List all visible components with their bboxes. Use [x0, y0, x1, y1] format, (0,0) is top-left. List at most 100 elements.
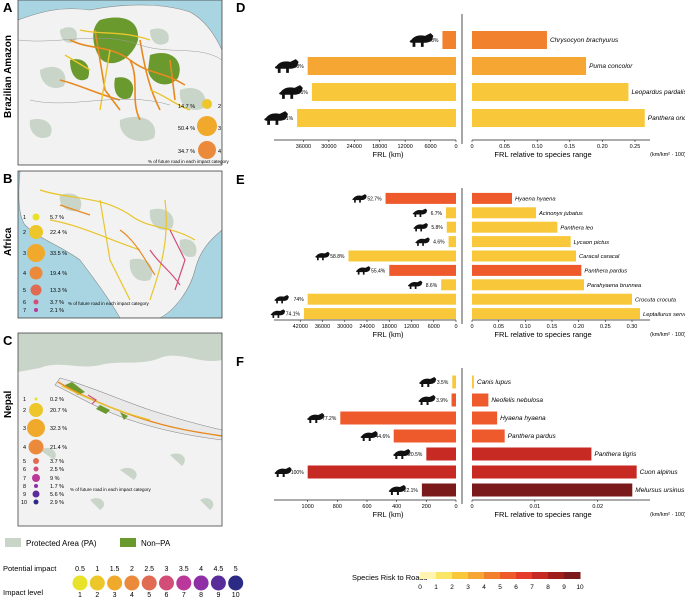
map-b-legend-lvl-7: 7	[23, 308, 26, 314]
map-c-legend-lvl-10: 10	[21, 500, 27, 506]
unit-d: (km/km² · 100)	[650, 152, 685, 158]
tick-label-left-d-5: 6000	[424, 144, 436, 150]
map-c-legend-pct-6: 2.5 %	[50, 467, 64, 473]
map-b-roads-yellow	[39, 189, 196, 301]
map-a-legend-pct-3: 34.7 %	[178, 149, 195, 155]
risk-swatch-0	[420, 572, 437, 579]
map-a-protected-areas	[29, 27, 206, 142]
map-a-roads-yellow	[64, 29, 191, 111]
tick-label-right-e-4: 0.20	[573, 324, 584, 330]
bar-rel-e-5	[472, 264, 582, 276]
map-c-legend-lvl-8: 8	[23, 484, 26, 490]
panel-a-region: Brazilian Amazon	[3, 35, 14, 118]
impact-level-10: 10	[232, 592, 240, 599]
map-c-legend-lvl-7: 7	[23, 476, 26, 482]
risk-scale-title: Species Risk to Roads	[352, 573, 428, 582]
tick-label-right-f-0: 0	[470, 504, 473, 510]
map-c-roads-orange	[57, 381, 222, 437]
impact-row2-label: Impact level	[3, 588, 43, 597]
map-b-bubble-5	[30, 284, 42, 296]
map-c-roads-yellow	[61, 385, 151, 421]
species-label-e-2: Panthera leo	[560, 225, 594, 231]
risk-swatch-9	[564, 572, 581, 579]
tick-label-left-f-4: 200	[422, 504, 431, 510]
tick-label-left-d-2: 24000	[347, 144, 362, 150]
pct-label-f-0: 3.5%	[437, 380, 449, 386]
tick-label-right-e-0: 0	[470, 324, 473, 330]
bar-frl-e-3	[448, 236, 456, 248]
map-a-bubble-1	[202, 99, 212, 109]
tick-label-left-e-0: 42000	[293, 324, 308, 330]
panel-e-letter: E	[236, 172, 245, 187]
species-label-e-1: Acinonyx jubatus	[538, 211, 583, 217]
impact-swatch-10	[228, 575, 244, 591]
species-label-f-4: Panthera tigris	[594, 451, 637, 458]
map-c-legend-pct-1: 0.2 %	[50, 397, 64, 403]
animal-icon-e-3	[415, 237, 430, 246]
species-label-e-8: Leptailurus serval	[643, 312, 685, 318]
risk-tick-3: 3	[466, 584, 470, 591]
map-a-caption: % of future road in each impact category	[148, 159, 230, 164]
map-c-legend-pct-9: 5.6 %	[50, 492, 64, 498]
map-b-legend-pct-3: 33.5 %	[50, 251, 67, 257]
map-b-bubble-6	[33, 299, 39, 305]
impact-level-3: 3	[113, 592, 117, 599]
impact-level-5: 5	[147, 592, 151, 599]
species-label-d-3: Panthera onca	[648, 115, 685, 122]
animal-icon-e-6	[407, 280, 423, 290]
animal-icon-d-3	[264, 111, 288, 125]
map-c-bubble-2	[29, 403, 43, 417]
panel-b-region: Africa	[3, 227, 14, 256]
impact-level-8: 8	[199, 592, 203, 599]
bar-rel-e-2	[472, 221, 558, 233]
bar-rel-d-3	[472, 109, 645, 127]
risk-swatch-4	[484, 572, 501, 579]
map-b-bubble-3	[27, 244, 45, 262]
panel-b-letter: B	[3, 171, 12, 186]
species-label-f-0: Canis lupus	[477, 379, 512, 386]
map-b-roads-orange	[59, 204, 156, 276]
bar-frl-d-0	[442, 31, 456, 49]
bar-rel-e-0	[472, 192, 512, 204]
pct-label-e-4: 58.8%	[330, 254, 345, 260]
impact-potential-4: 2	[130, 566, 134, 573]
impact-swatch-1	[72, 575, 88, 591]
animal-icon-d-1	[274, 59, 299, 73]
tick-label-right-f-1: 0.01	[529, 504, 540, 510]
tick-label-left-d-0: 36000	[296, 144, 311, 150]
unit-e: (km/km² · 100)	[650, 332, 685, 338]
bar-rel-d-0	[472, 31, 547, 49]
impact-level-4: 4	[130, 592, 134, 599]
tick-label-right-d-4: 0.20	[597, 144, 608, 150]
impact-swatch-4	[124, 575, 140, 591]
species-label-d-2: Leopardus pardalis	[631, 89, 685, 96]
impact-level-7: 7	[182, 592, 186, 599]
xlabel-right-e: FRL relative to species range	[494, 330, 591, 339]
animal-icon-e-1	[412, 208, 428, 218]
map-c-legend-pct-3: 32.3 %	[50, 426, 67, 432]
risk-swatch-7	[532, 572, 549, 579]
animal-icon-e-0	[352, 194, 367, 203]
tick-label-left-e-4: 18000	[382, 324, 397, 330]
tick-label-left-f-0: 1000	[302, 504, 314, 510]
bar-rel-e-6	[472, 279, 584, 291]
impact-swatch-3	[107, 575, 123, 591]
map-c-legend-pct-2: 20.7 %	[50, 408, 67, 414]
impact-potential-5: 2.5	[144, 566, 154, 573]
map-a-non-pa	[70, 17, 180, 100]
bar-frl-e-2	[446, 221, 456, 233]
map-b-bubble-4	[29, 266, 43, 280]
animal-icon-f-0	[419, 377, 437, 387]
pct-label-e-8: 74.1%	[286, 312, 301, 318]
panel-a-letter: A	[3, 0, 13, 15]
bar-rel-e-7	[472, 293, 632, 305]
map-b-legend-pct-5: 13.3 %	[50, 288, 67, 294]
animal-icon-f-5	[274, 467, 292, 477]
pct-label-f-6: 22.1%	[404, 488, 419, 494]
bar-rel-f-6	[472, 483, 633, 497]
risk-swatch-6	[516, 572, 533, 579]
bar-rel-e-3	[472, 236, 571, 248]
tick-label-right-e-3: 0.15	[547, 324, 558, 330]
map-c-legend-pct-8: 1.7 %	[50, 484, 64, 490]
risk-swatch-3	[468, 572, 485, 579]
